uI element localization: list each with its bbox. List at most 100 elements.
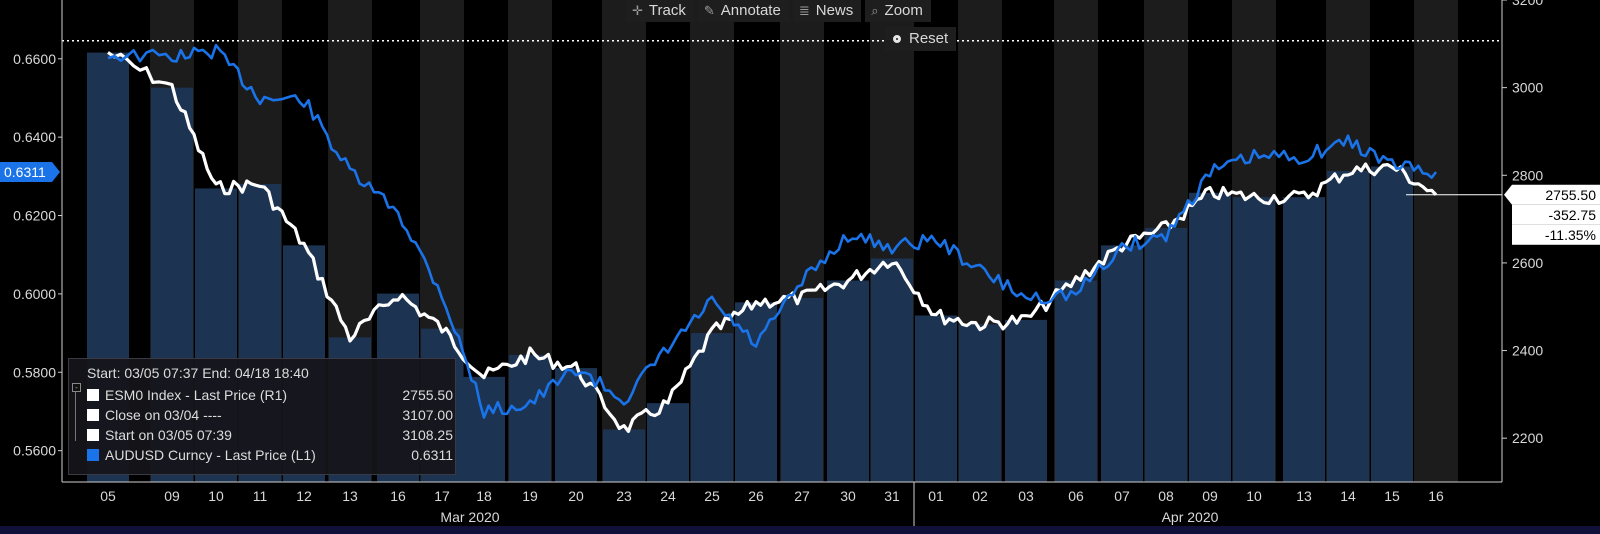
legend-swatch bbox=[87, 429, 99, 441]
x-tick-label: 23 bbox=[616, 488, 632, 504]
collapse-icon[interactable]: - bbox=[72, 383, 81, 392]
x-tick-label: 07 bbox=[1114, 488, 1130, 504]
x-tick-label: 01 bbox=[928, 488, 944, 504]
right-tick-label: 2600 bbox=[1512, 255, 1543, 271]
right-tick-label: 2800 bbox=[1512, 167, 1543, 183]
left-tick-label: 0.5600 bbox=[13, 443, 56, 459]
esm0-area-bar bbox=[463, 376, 505, 482]
esm0-area-bar bbox=[827, 280, 869, 482]
legend-swatch bbox=[87, 449, 99, 461]
right-change-tag bbox=[1512, 204, 1600, 225]
x-tick-label: 10 bbox=[1246, 488, 1262, 504]
legend-tree-line bbox=[75, 387, 84, 441]
esm0-area-bar bbox=[1101, 245, 1143, 482]
news-icon: ≣ bbox=[798, 3, 810, 18]
legend-row-close[interactable]: Close on 03/04 ---- 3107.00 bbox=[87, 405, 453, 425]
x-tick-label: 09 bbox=[164, 488, 180, 504]
x-tick-label: 02 bbox=[972, 488, 988, 504]
right-change-tag-text: -352.75 bbox=[1549, 207, 1597, 223]
legend-label: Start on 03/05 07:39 bbox=[105, 427, 232, 443]
legend-value: 3108.25 bbox=[402, 427, 453, 443]
x-tick-label: 12 bbox=[296, 488, 312, 504]
x-tick-label: 20 bbox=[568, 488, 584, 504]
right-tick-label: 2200 bbox=[1512, 430, 1543, 446]
x-tick-label: 14 bbox=[1340, 488, 1356, 504]
left-last-tag-text: 0.6311 bbox=[4, 164, 46, 180]
track-button[interactable]: ✛ Track bbox=[626, 0, 694, 22]
day-band bbox=[1414, 0, 1458, 482]
x-tick-label: 25 bbox=[704, 488, 720, 504]
esm0-line bbox=[107, 51, 1438, 433]
left-tick-label: 0.5800 bbox=[13, 364, 56, 380]
reset-icon bbox=[893, 35, 901, 43]
right-pct-tag bbox=[1512, 224, 1600, 245]
x-tick-label: 09 bbox=[1202, 488, 1218, 504]
grid bbox=[62, 40, 1502, 196]
esm0-area-bar bbox=[555, 368, 597, 482]
x-tick-label: 06 bbox=[1068, 488, 1084, 504]
x-tick-label: 27 bbox=[794, 488, 810, 504]
esm0-area-bar bbox=[1055, 280, 1097, 482]
reset-label: Reset bbox=[909, 30, 949, 47]
left-tick-label: 0.6400 bbox=[13, 129, 56, 145]
track-label: Track bbox=[648, 2, 686, 19]
left-tick-label: 0.6600 bbox=[13, 51, 56, 67]
esm0-area-bar bbox=[603, 429, 645, 482]
x-tick-label: 11 bbox=[253, 488, 268, 504]
x-tick-label: 08 bbox=[1158, 488, 1174, 504]
annotate-button[interactable]: ✎ Annotate bbox=[697, 0, 789, 22]
news-label: News bbox=[815, 2, 854, 19]
legend-label: Close on 03/04 ---- bbox=[105, 407, 222, 423]
right-tick-label: 3000 bbox=[1512, 80, 1543, 96]
esm0-area-bar bbox=[781, 297, 823, 482]
x-tick-label: 24 bbox=[660, 488, 676, 504]
x-tick-label: 19 bbox=[522, 488, 538, 504]
x-tick-label: 17 bbox=[434, 488, 450, 504]
esm0-area-bar bbox=[1371, 166, 1413, 482]
left-tick-label: 0.6000 bbox=[13, 286, 56, 302]
esm0-area-bar bbox=[871, 258, 913, 482]
right-pct-tag-text: -11.35% bbox=[1545, 227, 1596, 243]
x-tick-label: 31 bbox=[884, 488, 900, 504]
chart-toolbar: ✛ Track ✎ Annotate ≣ News ⌕ Zoom bbox=[626, 0, 931, 22]
legend-value: 0.6311 bbox=[411, 447, 453, 463]
x-tick-label: 05 bbox=[100, 488, 116, 504]
legend-label: ESM0 Index - Last Price (R1) bbox=[105, 387, 288, 403]
x-tick-label: 13 bbox=[342, 488, 358, 504]
esm0-area-bar bbox=[1233, 197, 1275, 482]
legend: Start: 03/05 07:37 End: 04/18 18:40 - ES… bbox=[68, 358, 456, 475]
crosshair-icon: ✛ bbox=[632, 3, 643, 18]
x-tick-label: 30 bbox=[840, 488, 856, 504]
bottom-bar bbox=[0, 526, 1600, 534]
legend-swatch bbox=[87, 409, 99, 421]
legend-row-audusd[interactable]: AUDUSD Curncy - Last Price (L1) 0.6311 bbox=[87, 445, 453, 465]
news-button[interactable]: ≣ News bbox=[792, 0, 862, 22]
x-tick-label: 10 bbox=[208, 488, 224, 504]
legend-row-esm0[interactable]: ESM0 Index - Last Price (R1) 2755.50 bbox=[87, 385, 453, 405]
magnifier-icon: ⌕ bbox=[871, 3, 879, 18]
esm0-area-bar bbox=[915, 315, 957, 482]
legend-label: AUDUSD Curncy - Last Price (L1) bbox=[105, 447, 316, 463]
esm0-area-bar bbox=[1005, 319, 1047, 482]
zoom-button[interactable]: ⌕ Zoom bbox=[865, 0, 931, 22]
zoom-label: Zoom bbox=[884, 2, 923, 19]
month-label-apr: Apr 2020 bbox=[1162, 509, 1219, 525]
reset-button[interactable]: Reset bbox=[885, 27, 957, 51]
pencil-icon: ✎ bbox=[703, 3, 715, 18]
right-last-tag bbox=[1504, 184, 1600, 205]
right-tick-label: 3200 bbox=[1512, 0, 1543, 8]
legend-value: 2755.50 bbox=[402, 387, 453, 403]
x-tick-label: 13 bbox=[1296, 488, 1312, 504]
esm0-area-bar bbox=[1145, 227, 1187, 482]
annotate-label: Annotate bbox=[720, 2, 781, 19]
right-last-tag-text: 2755.50 bbox=[1545, 187, 1596, 203]
month-label-mar: Mar 2020 bbox=[440, 509, 499, 525]
esm0-area-bar bbox=[1189, 192, 1231, 483]
esm0-area-bar bbox=[691, 333, 733, 482]
esm0-area-bar bbox=[1283, 197, 1325, 482]
legend-row-start[interactable]: Start on 03/05 07:39 3108.25 bbox=[87, 425, 453, 445]
left-tick-label: 0.6200 bbox=[13, 208, 56, 224]
day-band bbox=[602, 0, 646, 482]
